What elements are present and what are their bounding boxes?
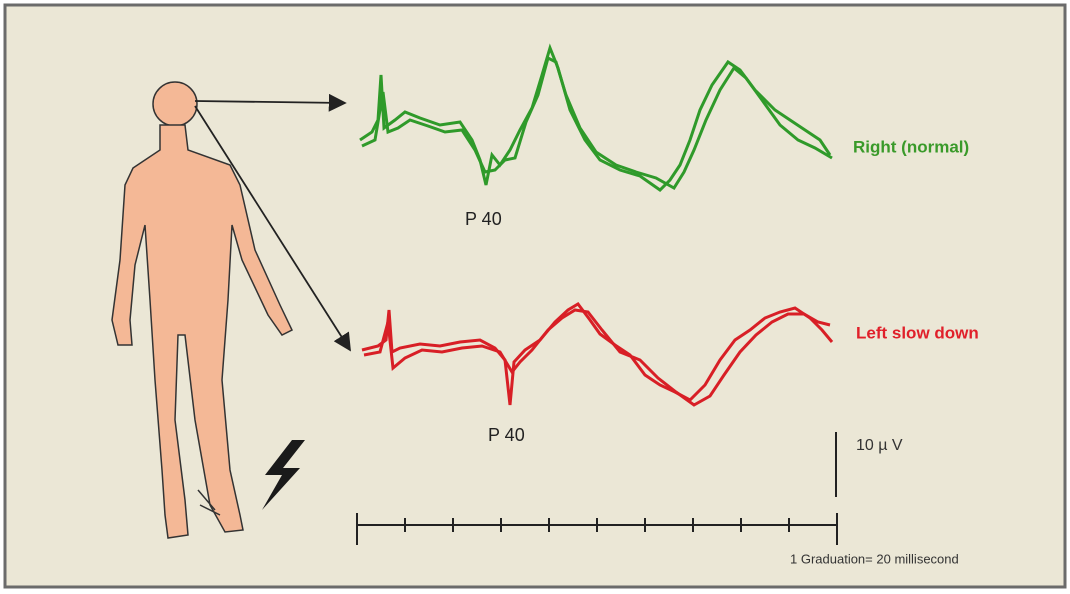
diagram: Right (normal) Left slow down P 40 P 40 … xyxy=(0,0,1070,594)
trace-label: Right (normal) xyxy=(853,137,969,156)
trace-label: Left slow down xyxy=(856,323,979,342)
amplitude-label: 10 µ V xyxy=(856,437,903,454)
page: {"traces": [{"label": "Right (normal)", … xyxy=(0,0,1070,594)
peak-label: P 40 xyxy=(465,209,502,229)
head xyxy=(153,82,197,126)
time-label: 1 Graduation= 20 millisecond xyxy=(790,551,959,566)
peak-label: P 40 xyxy=(488,425,525,445)
